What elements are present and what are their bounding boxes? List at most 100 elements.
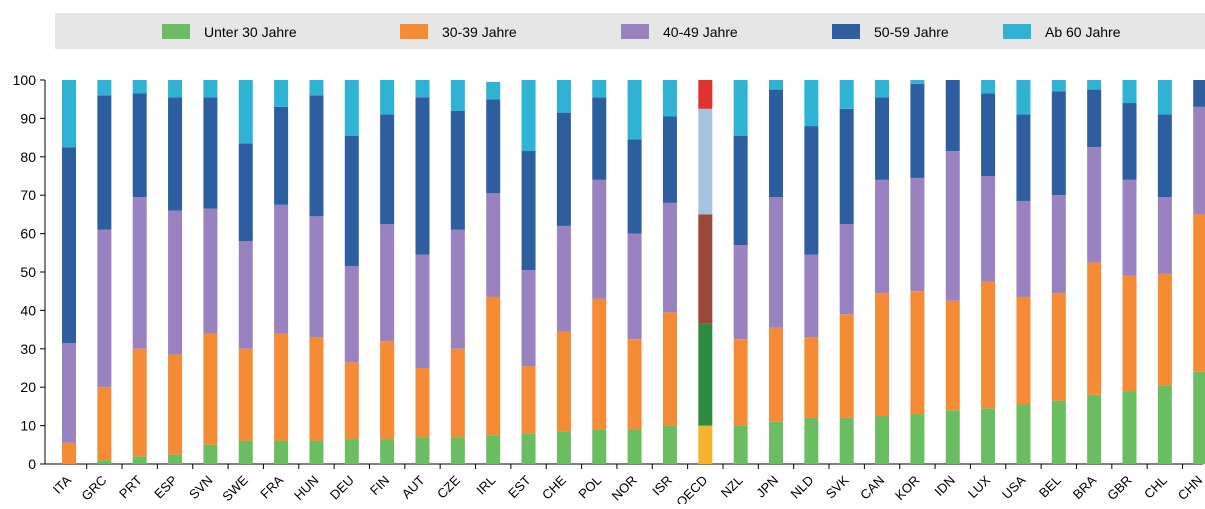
bar-segment [1193, 106, 1205, 215]
bar-segment [556, 331, 571, 432]
y-tick-label: 50 [20, 264, 36, 280]
bar-segment [486, 435, 501, 464]
bar-segment [1157, 273, 1172, 386]
bar-segment [769, 327, 783, 422]
x-tick-label: USA [999, 472, 1029, 502]
x-tick-label: CHE [539, 472, 569, 502]
x-tick-label: HUN [291, 473, 322, 504]
bar-segment [97, 460, 112, 464]
bar-segment [97, 229, 112, 388]
bar-segment [203, 80, 218, 98]
bar-segment [1122, 80, 1137, 104]
bar-segment [132, 456, 147, 464]
bar-segment [203, 97, 218, 209]
bar-segment [521, 151, 536, 271]
x-tick-label: JPN [753, 473, 781, 501]
bar-segment [274, 106, 289, 205]
legend-label: Ab 60 Jahre [1045, 24, 1121, 40]
bar-segment [804, 254, 819, 338]
bar-segment [1087, 89, 1102, 148]
bar-stack [733, 80, 748, 464]
bar-segment [62, 343, 76, 443]
bar-segment [769, 89, 783, 198]
bar-segment [875, 293, 890, 416]
bar-segment [1193, 80, 1205, 107]
x-tick-label: IDN [931, 473, 957, 499]
bar-segment [1193, 214, 1205, 372]
bar-segment [662, 202, 677, 313]
y-tick-label: 100 [13, 72, 37, 88]
bar-stack [203, 80, 218, 464]
bar-segment [945, 151, 960, 301]
bar-segment [1016, 296, 1031, 405]
bar-segment [132, 348, 147, 457]
y-tick-label: 20 [20, 379, 36, 395]
bar-segment [1016, 404, 1031, 464]
x-tick-label: CZE [434, 472, 463, 501]
legend-item: 30-39 Jahre [400, 24, 517, 40]
bar-segment [662, 80, 677, 117]
bar-segment [62, 80, 76, 148]
bar-stack [910, 80, 925, 464]
x-tick-label: IRL [473, 473, 498, 498]
bar-segment [1051, 195, 1066, 294]
bar-stack [875, 80, 890, 464]
bar-segment [839, 417, 854, 464]
bar-segment [945, 300, 960, 411]
bar-segment [627, 80, 642, 140]
bar-stack [945, 80, 960, 464]
bar-segment [380, 80, 395, 115]
y-tick-label: 40 [20, 302, 36, 318]
bar-segment [380, 341, 395, 440]
legend-label: 40-49 Jahre [663, 24, 738, 40]
bar-segment [1016, 114, 1031, 201]
bar-segment [450, 229, 465, 349]
bar-segment [486, 81, 501, 100]
x-tick-label: POL [575, 473, 604, 502]
x-tick-label: ITA [50, 472, 74, 496]
bar-stack [97, 80, 112, 464]
bar-segment [662, 116, 677, 203]
bar-segment [875, 80, 890, 98]
bar-segment [839, 314, 854, 418]
bar-segment [556, 431, 571, 464]
legend-label: 50-59 Jahre [874, 24, 949, 40]
bar-segment [97, 387, 112, 461]
bar-segment [698, 425, 713, 464]
bar-segment [309, 337, 324, 441]
bar-stack [627, 80, 642, 464]
bar-segment [238, 143, 253, 242]
bar-segment [839, 108, 854, 224]
bar-segment [981, 80, 996, 94]
bar-segment [168, 97, 183, 211]
bar-segment [1051, 293, 1066, 401]
bar-segment [875, 179, 890, 294]
bar-segment [274, 204, 289, 334]
y-tick-label: 60 [20, 226, 36, 242]
bar-segment [733, 425, 748, 464]
bar-segment [238, 348, 253, 441]
bar-segment [945, 80, 960, 152]
bar-segment [875, 97, 890, 180]
legend-item: 40-49 Jahre [621, 24, 738, 40]
bar-segment [132, 80, 147, 94]
bar-stack [62, 80, 76, 464]
bar-segment [380, 439, 395, 464]
bar-segment [168, 210, 183, 355]
bar-segment [344, 135, 359, 267]
bar-segment [486, 193, 501, 297]
x-tick-label: KOR [892, 473, 923, 504]
bar-segment [1087, 262, 1102, 395]
y-tick-label: 30 [20, 341, 36, 357]
bar-segment [733, 135, 748, 246]
bar-segment [910, 414, 925, 464]
x-tick-label: NLD [787, 473, 816, 502]
bar-segment [1193, 371, 1205, 464]
bar-segment [62, 147, 76, 344]
bar-segment [274, 440, 289, 464]
bar-stack [521, 80, 536, 464]
bar-segment [344, 266, 359, 363]
bar-segment [839, 80, 854, 109]
bar-segment [627, 139, 642, 234]
